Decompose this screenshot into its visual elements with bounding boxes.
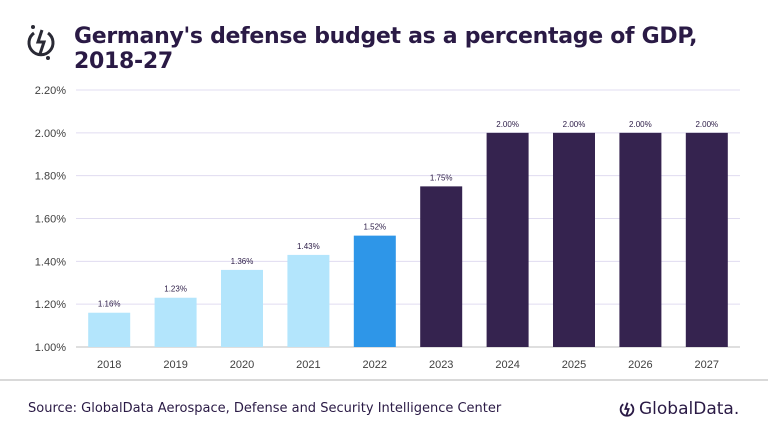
y-tick-label: 2.00% xyxy=(35,128,66,140)
data-label: 1.16% xyxy=(98,300,121,309)
y-tick-label: 1.00% xyxy=(35,342,66,354)
x-tick-label: 2021 xyxy=(296,359,320,371)
bar-2024 xyxy=(486,132,529,347)
brand-name: GlobalData. xyxy=(639,399,740,419)
globaldata-mark-icon xyxy=(619,402,635,417)
data-label: 1.52% xyxy=(363,223,386,232)
divider xyxy=(0,379,768,381)
x-tick-label: 2025 xyxy=(562,359,586,371)
bar-2023 xyxy=(420,186,463,347)
source-note: Source: GlobalData Aerospace, Defense an… xyxy=(28,401,502,416)
x-tick-label: 2023 xyxy=(429,359,453,371)
data-label: 1.36% xyxy=(231,257,254,266)
bar-2025 xyxy=(553,132,595,347)
x-tick-label: 2019 xyxy=(163,359,187,371)
y-tick-label: 1.80% xyxy=(35,171,66,183)
data-label: 1.43% xyxy=(297,242,320,251)
bar-2027 xyxy=(685,132,728,347)
x-tick-label: 2024 xyxy=(495,359,519,371)
x-tick-label: 2027 xyxy=(695,359,719,371)
data-label: 2.00% xyxy=(629,120,652,129)
data-label: 1.75% xyxy=(430,173,453,182)
x-tick-label: 2022 xyxy=(363,359,387,371)
x-tick-label: 2018 xyxy=(97,359,121,371)
data-label: 2.00% xyxy=(563,120,586,129)
bar-2018 xyxy=(88,312,131,347)
bar-2021 xyxy=(287,254,330,347)
x-tick-label: 2020 xyxy=(230,359,254,371)
y-tick-label: 1.60% xyxy=(35,214,66,226)
data-label: 2.00% xyxy=(496,120,519,129)
bar-2020 xyxy=(221,269,263,347)
brand-logo: GlobalData. xyxy=(618,398,739,420)
chart-title: Germany's defense budget as a percentage… xyxy=(74,24,698,74)
y-tick-label: 2.20% xyxy=(35,85,66,97)
y-tick-label: 1.20% xyxy=(35,299,66,311)
bar-2026 xyxy=(619,132,662,347)
data-label: 1.23% xyxy=(164,285,187,294)
data-label: 2.00% xyxy=(695,120,718,129)
x-tick-label: 2026 xyxy=(628,359,652,371)
bar-2019 xyxy=(154,297,197,347)
globaldata-logo-icon xyxy=(27,25,55,60)
bar-chart: 1.00% 1.20% 1.40% 1.60% 1.80% 2.00% 2.20% 1.16%… xyxy=(35,85,740,371)
bar-2022 xyxy=(353,235,396,347)
y-tick-label: 1.40% xyxy=(35,256,66,268)
